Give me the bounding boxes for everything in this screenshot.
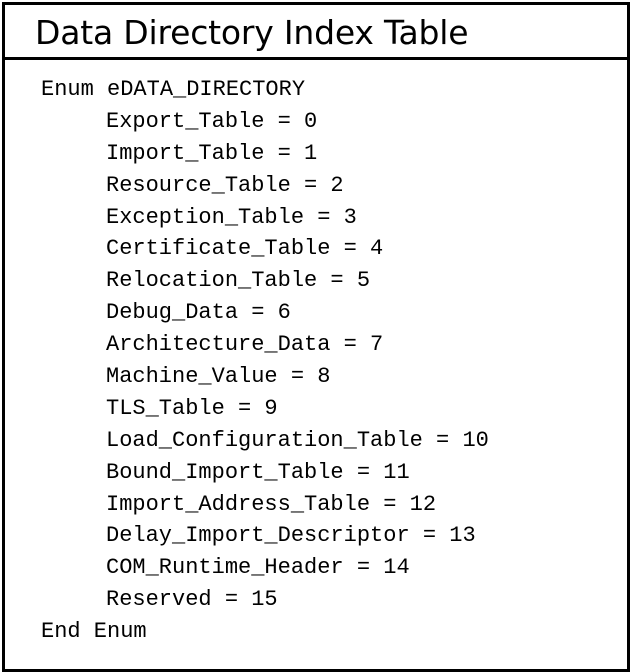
enum-member-import-address-table: Import_Address_Table = 12: [106, 491, 437, 517]
enum-member-resource-table: Resource_Table = 2: [106, 172, 344, 198]
enum-footer: End Enum: [41, 619, 147, 645]
enum-member-relocation-table: Relocation_Table = 5: [106, 268, 371, 294]
enum-member-machine-value: Machine_Value = 8: [106, 364, 331, 390]
enum-member-tls-table: TLS_Table = 9: [106, 395, 278, 421]
enum-member-reserved: Reserved = 15: [106, 587, 278, 613]
enum-member-debug-data: Debug_Data = 6: [106, 300, 291, 326]
enum-member-export-table: Export_Table = 0: [106, 108, 318, 134]
enum-member-exception-table: Exception_Table = 3: [106, 204, 357, 230]
enum-member-architecture-data: Architecture_Data = 7: [106, 332, 384, 358]
enum-member-bound-import-table: Bound_Import_Table = 11: [106, 459, 410, 485]
enum-member-delay-import-descriptor: Delay_Import_Descriptor = 13: [106, 523, 476, 549]
code-block: Enum eDATA_DIRECTORY Export_Table = 0 Im…: [5, 60, 627, 648]
enum-member-com-runtime-header: COM_Runtime_Header = 14: [106, 555, 410, 581]
enum-header: Enum eDATA_DIRECTORY: [41, 77, 306, 102]
enum-member-import-table: Import_Table = 1: [106, 140, 318, 166]
enum-member-certificate-table: Certificate_Table = 4: [106, 236, 384, 262]
enum-member-load-configuration-table: Load_Configuration_Table = 10: [106, 427, 489, 453]
panel-title: Data Directory Index Table: [35, 12, 469, 52]
title-bar: Data Directory Index Table: [5, 5, 627, 60]
